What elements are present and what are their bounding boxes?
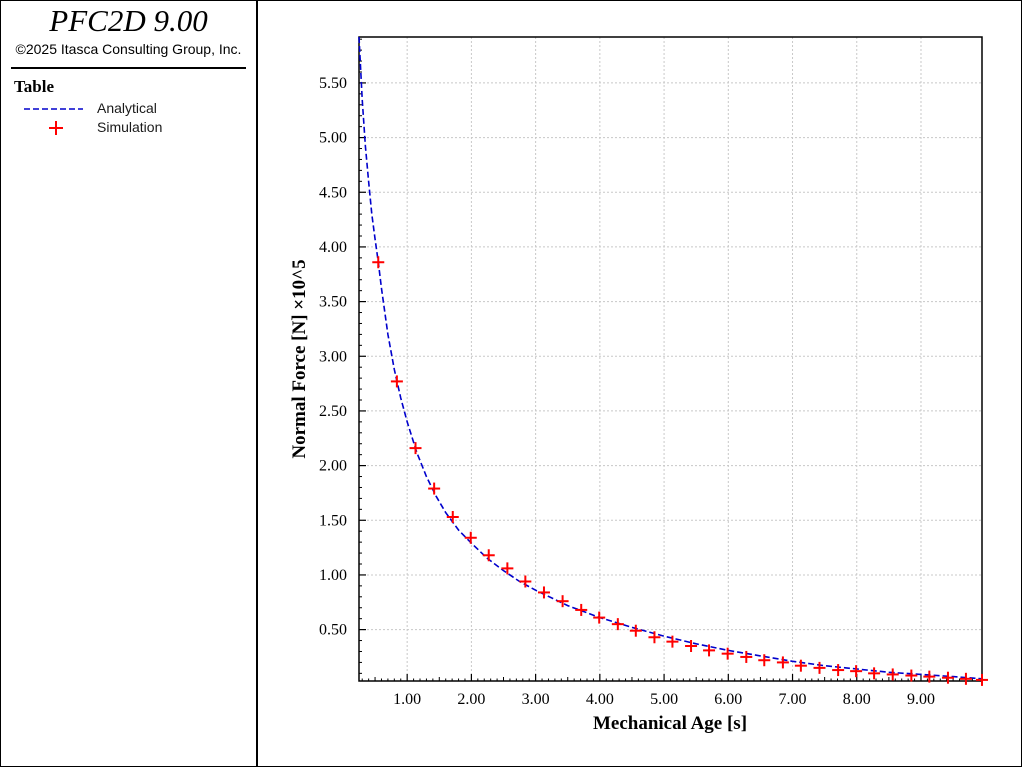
- simulation-point: [593, 611, 606, 624]
- series-analytical-line: [358, 36, 983, 680]
- simulation-point: [776, 656, 789, 669]
- simulation-point: [666, 635, 679, 648]
- legend-heading: Table: [14, 77, 55, 96]
- x-axis-title: Mechanical Age [s]: [593, 713, 747, 734]
- simulation-point: [959, 672, 972, 685]
- y-tick-label: 2.50: [319, 403, 347, 420]
- y-tick-label: 5.00: [319, 130, 347, 147]
- simulation-point: [941, 671, 954, 684]
- x-tick-label: 5.00: [650, 691, 678, 708]
- plot-frame: [358, 36, 983, 682]
- simulation-point: [409, 442, 422, 455]
- axis-ticks: [359, 38, 980, 681]
- grid: [359, 37, 982, 681]
- legend-item-simulation: Simulation: [21, 118, 241, 136]
- x-tick-label: 9.00: [907, 691, 935, 708]
- simulation-point: [886, 668, 899, 681]
- simulation-point: [850, 665, 863, 678]
- simulation-point: [832, 664, 845, 677]
- simulation-point: [390, 375, 403, 388]
- simulation-point: [519, 575, 532, 588]
- x-tick-label: 1.00: [393, 691, 421, 708]
- simulation-point: [575, 603, 588, 616]
- y-tick-labels: 0.50 1.00 1.50 2.00 2.50 3.00 3.50 4.00 4.50 5.00…: [319, 75, 347, 639]
- simulation-point: [464, 531, 477, 544]
- y-tick-label: 4.00: [319, 239, 347, 256]
- simulation-point: [721, 647, 734, 660]
- chart: 1.00 2.00 3.00 4.00 5.00 6.00 7.00 8.00 9.00 0.5…: [289, 36, 988, 734]
- series-simulation-markers: [372, 256, 988, 686]
- x-tick-label: 7.00: [779, 691, 807, 708]
- y-tick-label: 3.50: [319, 294, 347, 311]
- simulation-point: [372, 256, 385, 269]
- legend-label-simulation: Simulation: [97, 119, 163, 135]
- simulation-point: [446, 510, 459, 523]
- x-tick-label: 8.00: [843, 691, 871, 708]
- divider: [11, 67, 246, 69]
- y-tick-label: 1.00: [319, 567, 347, 584]
- simulation-point: [703, 644, 716, 657]
- simulation-point: [868, 667, 881, 680]
- simulation-point: [685, 640, 698, 653]
- simulation-point: [537, 586, 550, 599]
- y-tick-label: 3.00: [319, 348, 347, 365]
- simulation-point: [905, 669, 918, 682]
- app-title: PFC2D 9.00: [49, 3, 208, 38]
- y-tick-label: 1.50: [319, 512, 347, 529]
- simulation-point: [648, 631, 661, 644]
- simulation-point: [629, 624, 642, 637]
- plot-panel: [257, 0, 1022, 767]
- plus-marker-icon: [49, 121, 63, 135]
- y-tick-label: 5.50: [319, 75, 347, 92]
- copyright-text: ©2025 Itasca Consulting Group, Inc.: [15, 41, 242, 57]
- simulation-point: [923, 670, 936, 683]
- legend-label-analytical: Analytical: [97, 100, 157, 116]
- x-tick-label: 2.00: [457, 691, 485, 708]
- legend-panel: PFC2D 9.00 ©2025 Itasca Consulting Group…: [0, 0, 258, 767]
- simulation-point: [976, 673, 988, 686]
- x-tick-label: 6.00: [714, 691, 742, 708]
- y-tick-label: 0.50: [319, 622, 347, 639]
- simulation-point: [556, 595, 569, 608]
- simulation-point: [758, 654, 771, 667]
- y-tick-label: 2.00: [319, 458, 347, 475]
- simulation-point: [740, 650, 753, 663]
- simulation-point: [813, 661, 826, 674]
- x-tick-label: 3.00: [522, 691, 550, 708]
- x-tick-labels: 1.00 2.00 3.00 4.00 5.00 6.00 7.00 8.00 9.00: [393, 691, 935, 708]
- simulation-point: [428, 482, 441, 495]
- dashed-line-icon: [24, 108, 83, 110]
- simulation-point: [501, 562, 514, 575]
- x-tick-label: 4.00: [586, 691, 614, 708]
- simulation-point: [794, 659, 807, 672]
- simulation-point: [482, 549, 495, 562]
- simulation-point: [611, 618, 624, 631]
- y-tick-label: 4.50: [319, 184, 347, 201]
- legend-item-analytical: Analytical: [21, 99, 241, 117]
- y-axis-title: Normal Force [N] ×10^5: [289, 259, 310, 458]
